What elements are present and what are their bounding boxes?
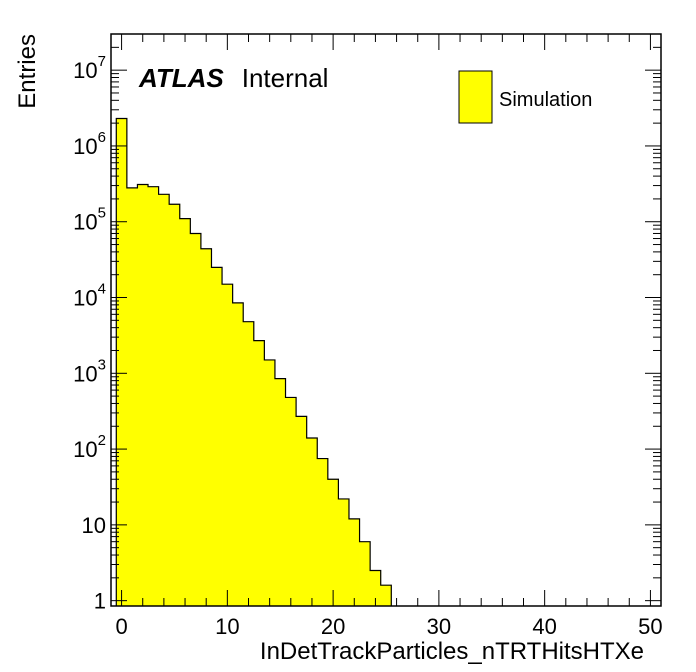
histogram-bin xyxy=(285,397,297,606)
x-tick-label: 30 xyxy=(427,614,451,639)
histogram-bin xyxy=(126,187,138,606)
histogram-bin xyxy=(158,194,170,606)
histogram-bin xyxy=(116,118,128,607)
y-tick-base: 10 xyxy=(73,437,97,462)
histogram-bin xyxy=(338,498,350,606)
histogram-bin xyxy=(148,186,159,606)
histogram-bin xyxy=(190,233,202,606)
histogram-bin xyxy=(306,438,318,606)
y-tick-label: 103 xyxy=(73,356,106,386)
y-tick-label: 107 xyxy=(73,53,106,83)
y-axis-title: Entries xyxy=(14,34,41,109)
histogram-bin xyxy=(359,541,371,606)
y-tick-exponent: 4 xyxy=(98,281,106,298)
axis-ticks xyxy=(111,33,661,606)
y-tick-exponent: 2 xyxy=(98,432,106,449)
y-tick-label: 10 xyxy=(82,513,106,538)
histogram-bin xyxy=(179,218,191,606)
x-tick-label: 20 xyxy=(321,614,345,639)
histogram-bin xyxy=(317,458,329,606)
y-tick-base: 10 xyxy=(73,58,97,83)
y-tick-base: 10 xyxy=(73,134,97,159)
x-tick-label: 0 xyxy=(115,614,127,639)
y-tick-exponent: 7 xyxy=(98,53,106,70)
y-tick-base: 10 xyxy=(73,286,97,311)
histogram-bin xyxy=(296,416,308,606)
histogram-bin xyxy=(370,570,382,606)
legend-entry-simulation: Simulation xyxy=(499,89,592,111)
histogram-bin xyxy=(222,284,234,606)
histogram-bin xyxy=(348,518,360,606)
y-tick-label: 104 xyxy=(73,281,106,311)
y-tick-exponent: 6 xyxy=(98,129,106,146)
x-tick-label: 40 xyxy=(532,614,556,639)
atlas-label: ATLAS Internal xyxy=(138,63,328,93)
histogram-bin xyxy=(169,204,181,606)
histogram-bin xyxy=(200,248,212,606)
histogram-bin xyxy=(274,378,286,606)
x-tick-label: 50 xyxy=(638,614,662,639)
histogram-bin xyxy=(264,359,276,606)
histogram-bin xyxy=(243,321,255,606)
y-tick-base: 10 xyxy=(73,361,97,386)
legend: Simulation xyxy=(458,70,592,124)
y-tick-label: 1 xyxy=(94,589,106,614)
histogram-outline xyxy=(115,117,392,606)
atlas-bold-text: ATLAS xyxy=(138,63,224,93)
y-tick-exponent: 5 xyxy=(98,205,106,222)
legend-swatch xyxy=(458,70,493,124)
x-tick-label: 10 xyxy=(215,614,239,639)
histogram-bin xyxy=(253,340,265,606)
histogram-bin xyxy=(232,302,244,606)
y-tick-exponent: 3 xyxy=(98,356,106,373)
y-tick-label: 102 xyxy=(73,432,106,462)
histogram-bars xyxy=(116,118,392,607)
y-tick-label: 106 xyxy=(73,129,106,159)
histogram-bin xyxy=(380,585,392,606)
x-tick-labels: 0 10 20 30 40 50 xyxy=(115,614,662,639)
histogram-bin xyxy=(137,184,149,606)
x-axis-title: InDetTrackParticles_nTRTHitsHTXe xyxy=(260,638,644,665)
histogram-bin xyxy=(327,479,339,606)
histogram-bin xyxy=(211,267,223,606)
atlas-status-text: Internal xyxy=(242,63,329,93)
y-tick-label: 105 xyxy=(73,205,106,235)
y-tick-base: 10 xyxy=(73,210,97,235)
